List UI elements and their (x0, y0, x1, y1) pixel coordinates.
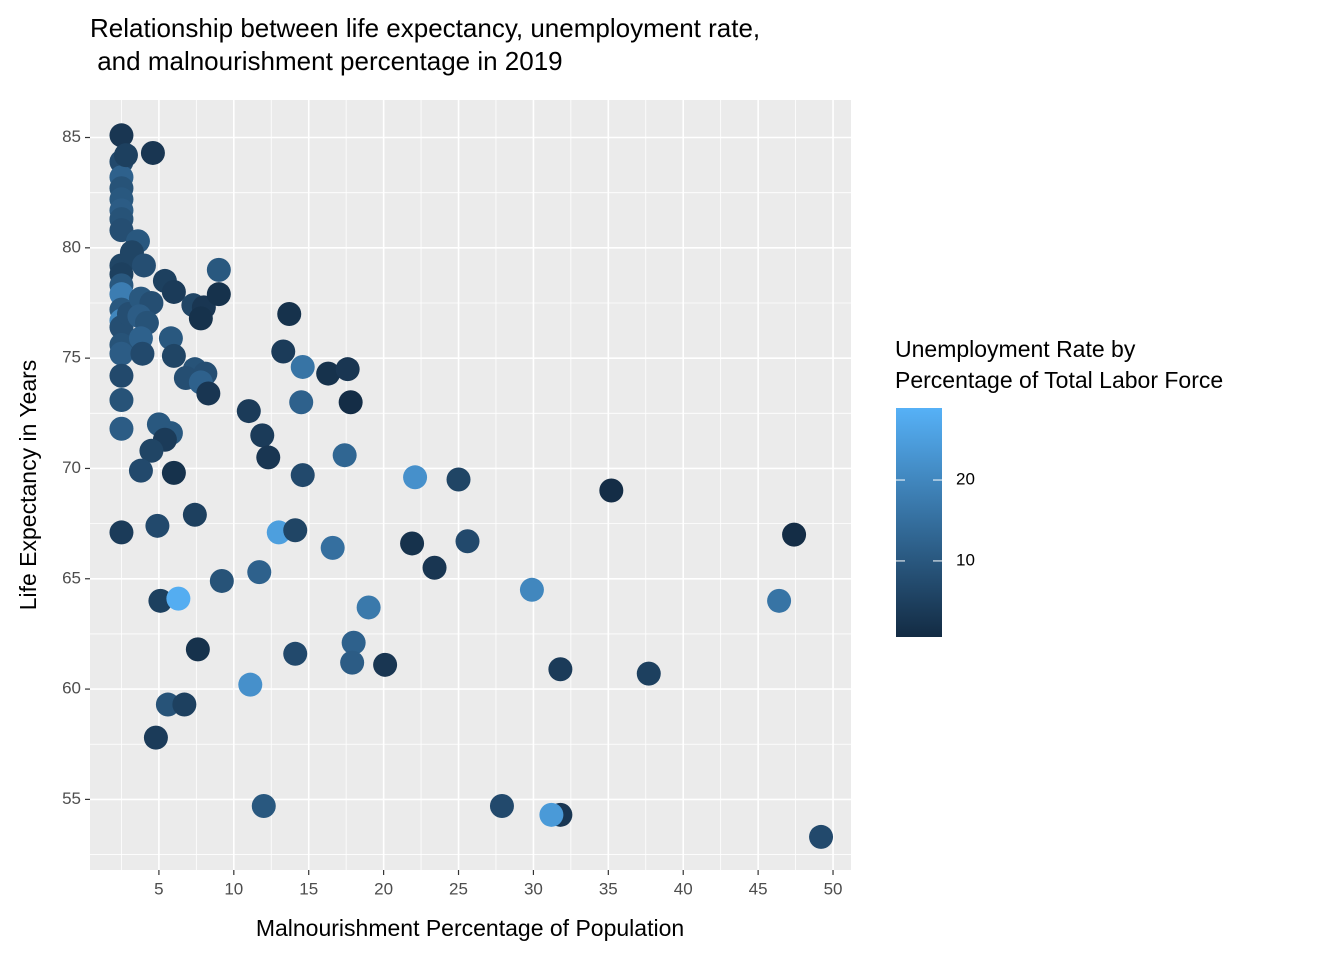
point (290, 354, 315, 379)
point (809, 824, 834, 849)
point (599, 478, 624, 503)
point (196, 381, 221, 406)
point (277, 302, 302, 327)
point (161, 460, 186, 485)
x-tick-label: 50 (824, 879, 843, 898)
point (373, 652, 398, 677)
legend-tick-label: 20 (956, 470, 975, 489)
point (185, 637, 210, 662)
point (236, 399, 261, 424)
point (155, 692, 180, 717)
legend-tick-label: 10 (956, 550, 975, 569)
x-tick-label: 5 (154, 879, 163, 898)
x-tick-label: 25 (449, 879, 468, 898)
point (148, 588, 173, 613)
point (109, 388, 134, 413)
point (403, 465, 428, 490)
point (422, 555, 447, 580)
point (489, 794, 514, 819)
point (290, 463, 315, 488)
y-tick-label: 60 (62, 679, 81, 698)
point (109, 341, 134, 366)
point (338, 390, 363, 415)
point (400, 531, 425, 556)
point (340, 650, 365, 675)
point (188, 306, 213, 331)
point (206, 282, 231, 307)
point (316, 361, 341, 386)
point (139, 438, 164, 463)
point (109, 123, 134, 148)
point (289, 390, 314, 415)
point (209, 568, 234, 593)
point (519, 577, 544, 602)
point (109, 416, 134, 441)
colorbar (896, 408, 942, 637)
x-tick-label: 30 (524, 879, 543, 898)
point (130, 341, 155, 366)
point (320, 535, 345, 560)
point (206, 257, 231, 282)
point (238, 672, 263, 697)
legend-title: Unemployment Rate by Percentage of Total … (895, 336, 1223, 393)
point (332, 443, 357, 468)
y-tick-label: 85 (62, 127, 81, 146)
point (158, 326, 183, 351)
x-tick-label: 20 (374, 879, 393, 898)
point (283, 518, 308, 543)
point (145, 513, 170, 538)
y-tick-label: 65 (62, 568, 81, 587)
point (140, 140, 165, 165)
point (172, 692, 197, 717)
point (113, 143, 138, 168)
point (335, 357, 360, 382)
point (247, 560, 272, 585)
x-axis-title: Malnourishment Percentage of Population (256, 915, 684, 941)
y-tick-label: 75 (62, 348, 81, 367)
point (455, 529, 480, 554)
plot-panel (90, 100, 851, 870)
point (128, 458, 153, 483)
point (446, 467, 471, 492)
y-tick-label: 55 (62, 789, 81, 808)
point (182, 502, 207, 527)
y-tick-label: 70 (62, 458, 81, 477)
point (251, 794, 276, 819)
point (539, 802, 564, 827)
point (283, 641, 308, 666)
point (636, 661, 661, 686)
point (250, 423, 275, 448)
point (356, 595, 381, 620)
x-tick-label: 15 (299, 879, 318, 898)
point (341, 630, 366, 655)
point (161, 343, 186, 368)
point (109, 363, 134, 388)
point (109, 520, 134, 545)
x-tick-label: 10 (224, 879, 243, 898)
x-tick-label: 35 (599, 879, 618, 898)
point (143, 725, 168, 750)
x-tick-label: 40 (674, 879, 693, 898)
point (548, 657, 573, 682)
point (271, 339, 296, 364)
point (166, 586, 191, 611)
x-tick-label: 45 (749, 879, 768, 898)
y-axis-title: Life Expectancy in Years (15, 360, 41, 611)
point (161, 279, 186, 304)
point (256, 445, 281, 470)
y-tick-label: 80 (62, 237, 81, 256)
point (767, 588, 792, 613)
point (782, 522, 807, 547)
point (131, 253, 156, 278)
chart-title: Relationship between life expectancy, un… (90, 13, 760, 76)
